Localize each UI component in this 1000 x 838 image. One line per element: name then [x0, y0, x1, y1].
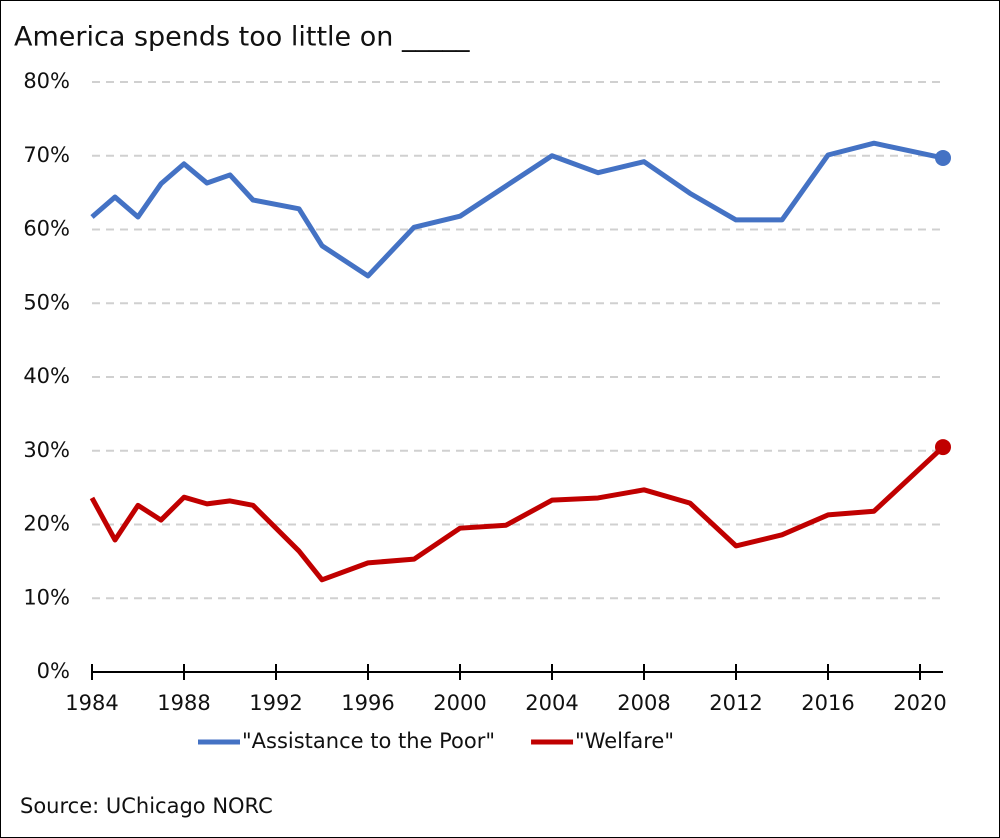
x-tick-label: 1984 — [65, 691, 118, 715]
y-tick-label: 20% — [23, 512, 70, 536]
y-tick-label: 80% — [23, 69, 70, 93]
x-tick-label: 2000 — [433, 691, 486, 715]
x-tick-label: 2004 — [525, 691, 578, 715]
end-marker — [935, 439, 951, 456]
x-tick-label: 2008 — [617, 691, 670, 715]
x-tick-label: 2012 — [709, 691, 762, 715]
y-tick-label: 50% — [23, 290, 70, 314]
end-marker — [935, 149, 951, 166]
x-tick-label: 2016 — [801, 691, 854, 715]
x-tick-label: 1988 — [157, 691, 210, 715]
source: Source: UChicago NORC — [20, 794, 273, 818]
y-tick-label: 40% — [23, 364, 70, 388]
legend-label: "Welfare" — [575, 729, 674, 753]
y-tick-label: 60% — [23, 217, 70, 241]
y-tick-label: 10% — [23, 585, 70, 609]
series-line — [89, 445, 945, 583]
x-tick-label: 1996 — [341, 691, 394, 715]
legend-label: "Assistance to the Poor" — [242, 729, 495, 753]
y-tick-label: 0% — [37, 659, 70, 683]
y-tick-label: 70% — [23, 143, 70, 167]
x-tick-label: 2020 — [893, 691, 946, 715]
y-tick-label: 30% — [23, 438, 70, 462]
chart-title: America spends too little on _____ — [14, 22, 470, 53]
series-line — [90, 140, 944, 279]
x-tick-label: 1992 — [249, 691, 302, 715]
